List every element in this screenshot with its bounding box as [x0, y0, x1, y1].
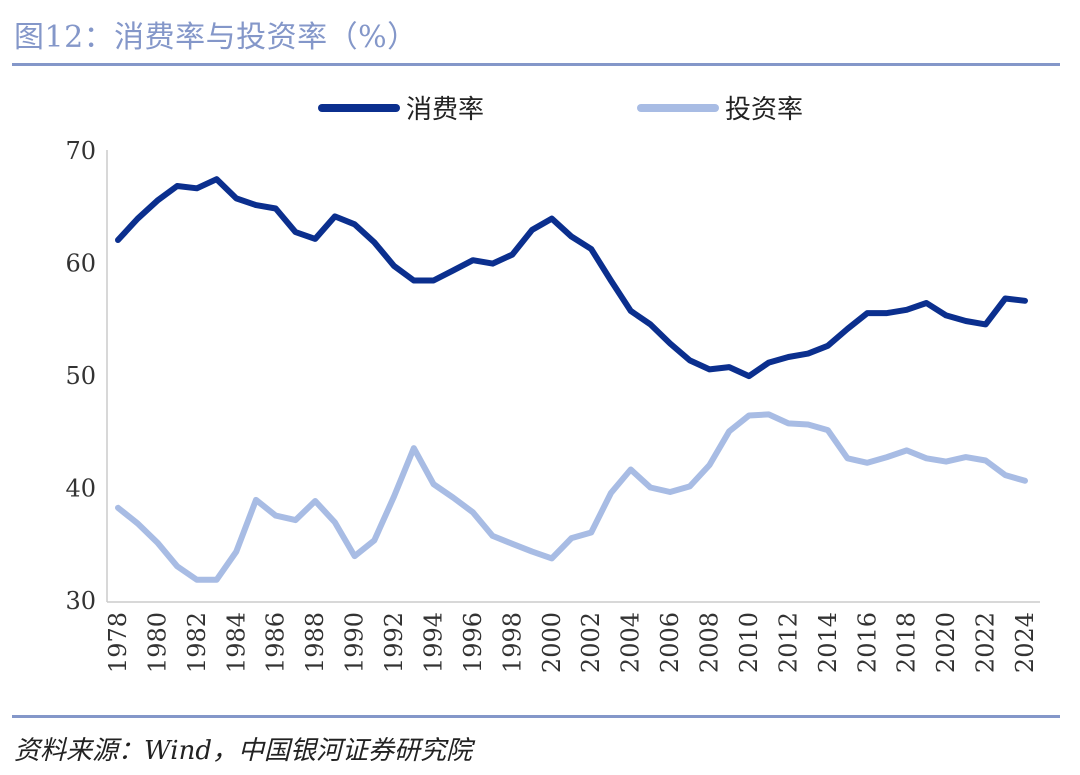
legend-label-consumption: 消费率 — [406, 95, 484, 125]
x-tick-label: 1980 — [143, 612, 171, 673]
y-tick-labels: 70 60 50 40 30 — [65, 137, 96, 615]
y-tick-label: 60 — [65, 250, 96, 278]
x-tick-label: 2020 — [932, 612, 960, 673]
legend: 消费率 投资率 — [318, 95, 803, 125]
y-tick-label: 50 — [65, 362, 96, 390]
series-line-investment — [115, 411, 1028, 583]
x-tick-label: 2018 — [893, 612, 921, 673]
x-tick-label: 1986 — [262, 612, 290, 673]
x-tick-label: 2004 — [617, 612, 645, 673]
x-tick-label: 1984 — [222, 612, 250, 673]
y-tick-label: 30 — [65, 587, 96, 615]
x-tick-label: 2008 — [696, 612, 724, 673]
x-tick-label: 1992 — [380, 612, 408, 673]
x-tick-label: 1996 — [459, 612, 487, 673]
y-tick-label: 70 — [65, 137, 96, 165]
x-tick-label: 2016 — [853, 612, 881, 673]
legend-label-investment: 投资率 — [725, 95, 803, 125]
footer-divider — [12, 715, 1060, 718]
x-tick-label: 2010 — [735, 612, 763, 673]
x-tick-label: 1990 — [341, 612, 369, 673]
x-tick-label: 1988 — [301, 612, 329, 673]
series-lines — [115, 176, 1028, 583]
x-tick-label: 2012 — [774, 612, 802, 673]
source-note: 资料来源：Wind，中国银河证券研究院 — [14, 736, 472, 766]
chart-title: 图12：消费率与投资率（%） — [14, 20, 418, 55]
series-line-consumption — [115, 176, 1028, 380]
x-tick-labels: 1978 1980 1982 1984 1986 1988 1990 1992 1994 1996… — [104, 612, 1039, 673]
x-tick-label: 2002 — [577, 612, 605, 673]
x-tick-label: 2024 — [1011, 612, 1039, 673]
x-tick-label: 1978 — [104, 612, 132, 673]
x-tick-label: 2014 — [814, 612, 842, 673]
x-tick-label: 1982 — [183, 612, 211, 673]
x-tick-label: 1994 — [419, 612, 447, 673]
title-divider — [12, 63, 1060, 66]
y-tick-label: 40 — [65, 475, 96, 503]
x-tick-label: 2006 — [656, 612, 684, 673]
x-tick-label: 1998 — [498, 612, 526, 673]
x-tick-label: 2000 — [538, 612, 566, 673]
x-tick-label: 2022 — [972, 612, 1000, 673]
